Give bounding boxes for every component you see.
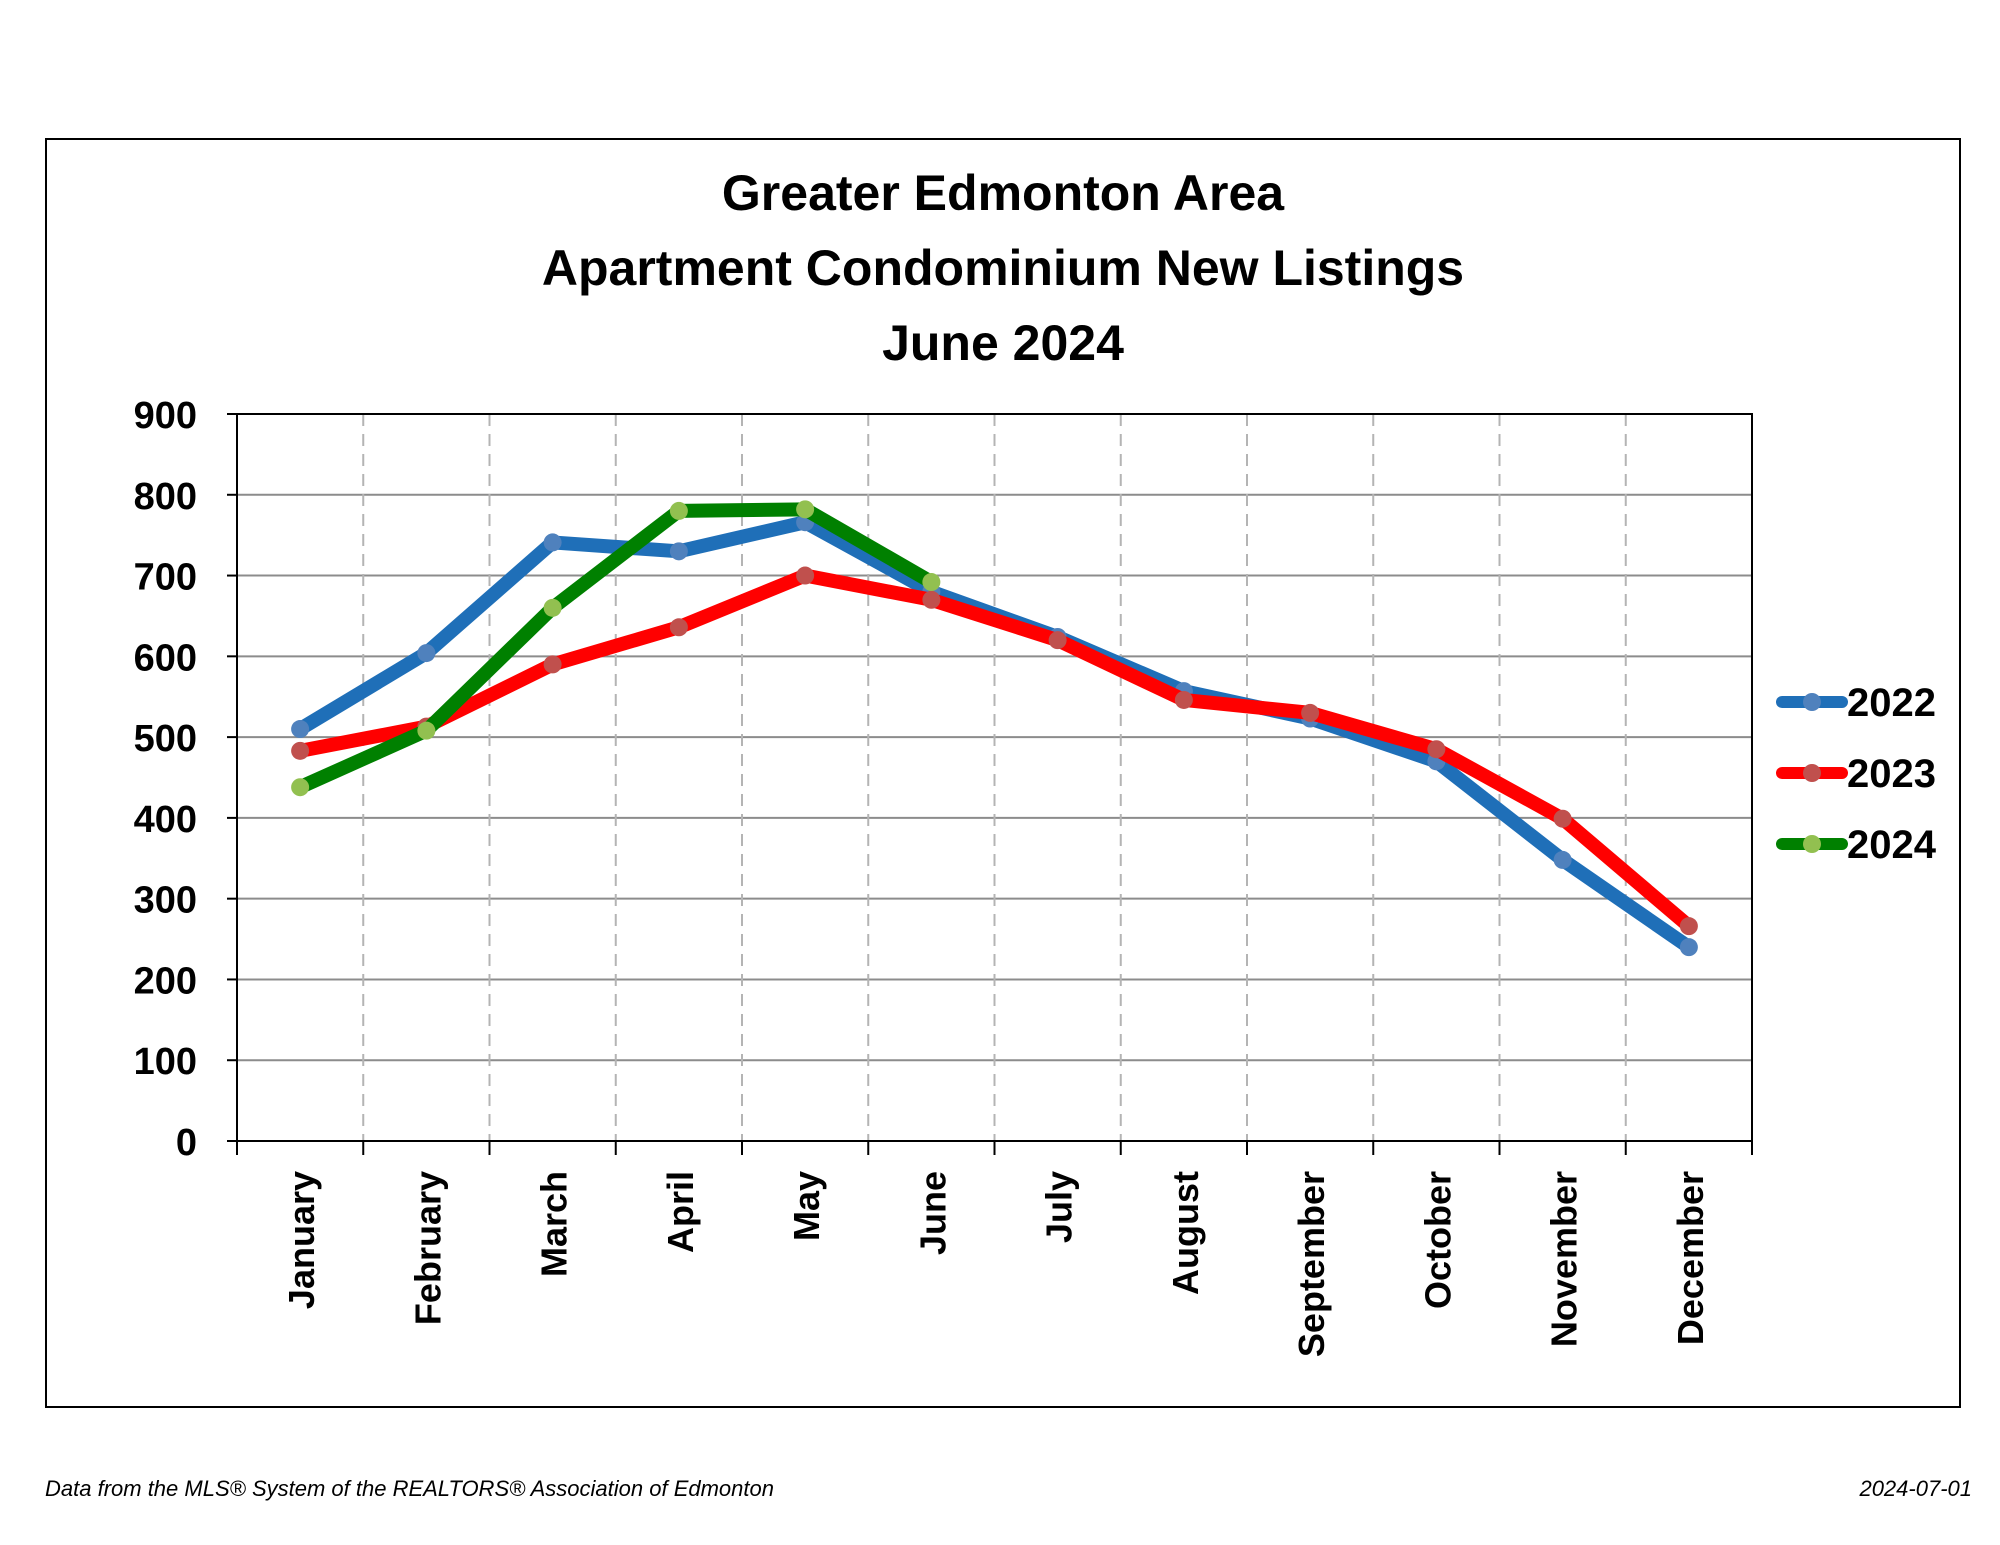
x-tick-label: August [1165,1171,1206,1295]
series-line-2024 [293,502,939,795]
data-point-2023 [291,741,310,760]
y-tick-label: 100 [134,1041,197,1083]
data-point-2023 [796,566,815,585]
y-tick-label: 800 [134,476,197,518]
data-point-2024 [543,598,562,617]
x-tick-label: June [912,1171,953,1255]
legend-label-2024: 2024 [1847,823,1937,867]
data-point-2023 [1174,690,1193,709]
data-point-2024 [291,778,310,797]
x-tick-label: February [407,1171,448,1325]
x-tick-label: October [1417,1171,1458,1309]
y-tick-label: 600 [134,637,197,679]
legend-label-2023: 2023 [1847,752,1936,796]
chart-title-line-1: Greater Edmonton Area [722,165,1285,221]
y-tick-label: 900 [134,395,197,437]
x-tick-label: September [1291,1171,1332,1357]
chart-title-line-2: Apartment Condominium New Listings [542,240,1464,296]
data-point-2023 [1427,740,1446,759]
legend-label-2022: 2022 [1847,681,1936,725]
x-tick-label: April [660,1171,701,1253]
source-note: Data from the MLS® System of the REALTOR… [45,1476,774,1501]
plot-area-border [236,413,1753,1142]
series-line-2023 [293,568,1696,934]
chart-title-line-3: June 2024 [882,315,1124,371]
data-point-2023 [922,590,941,609]
y-tick-label: 400 [134,799,197,841]
y-tick-label: 0 [176,1122,197,1164]
data-point-2023 [669,618,688,637]
x-tick-label: May [786,1171,827,1241]
data-point-2023 [1048,631,1067,650]
data-point-2022 [669,542,688,561]
x-tick-label: January [281,1171,322,1309]
legend-marker-2024 [1803,835,1821,853]
legend-marker-2022 [1803,693,1821,711]
y-tick-label: 300 [134,880,197,922]
data-point-2022 [417,644,436,663]
y-tick-label: 700 [134,557,197,599]
y-tick-label: 200 [134,960,197,1002]
x-tick-label: March [534,1171,575,1277]
line-chart: Greater Edmonton Area Apartment Condomini… [134,165,1937,1357]
x-tick-label: November [1544,1171,1585,1347]
x-tick-label: July [1039,1171,1080,1243]
data-point-2023 [1301,703,1320,722]
legend-marker-2023 [1803,764,1821,782]
data-point-2022 [1553,850,1572,869]
data-point-2024 [796,500,815,519]
x-tick-label: December [1670,1171,1711,1345]
data-point-2024 [417,721,436,740]
data-point-2023 [1679,917,1698,936]
data-point-2023 [1553,809,1572,828]
chart-frame: Greater Edmonton Area Apartment Condomini… [45,138,1961,1408]
data-point-2024 [922,573,941,592]
data-point-2022 [291,720,310,739]
data-point-2024 [669,501,688,520]
data-point-2022 [543,533,562,552]
data-point-2022 [1679,938,1698,957]
data-point-2023 [543,655,562,674]
y-tick-label: 500 [134,718,197,760]
report-date: 2024-07-01 [1859,1476,1972,1501]
